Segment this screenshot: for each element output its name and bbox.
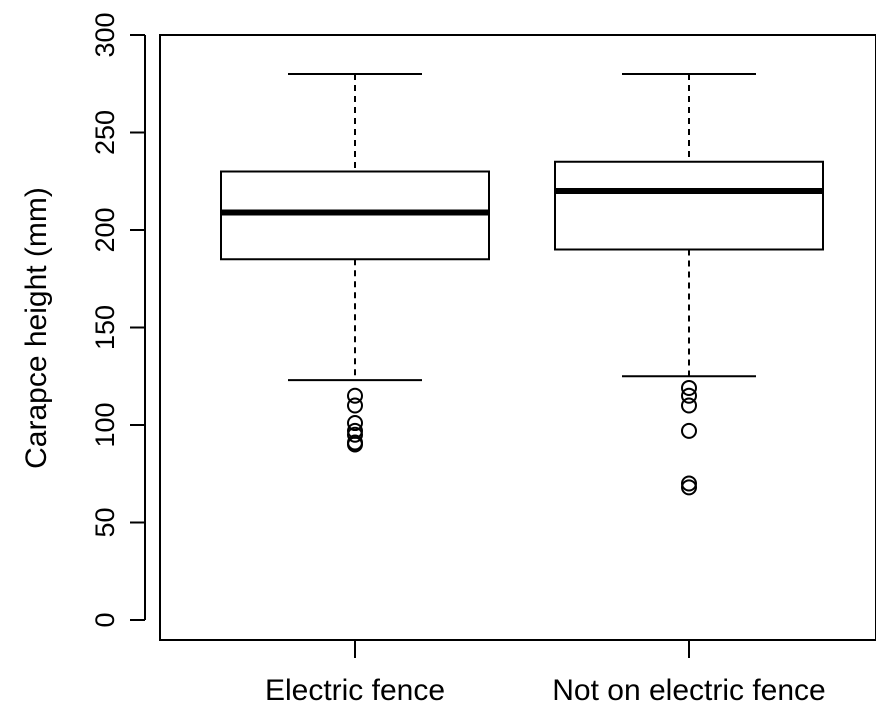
- y-tick-label: 150: [90, 305, 120, 350]
- outlier-point: [347, 426, 363, 443]
- outlier-point: [347, 397, 363, 414]
- x-axis: Electric fence Not on electric fence: [265, 640, 826, 707]
- outlier-point: [681, 387, 697, 404]
- y-tick-label: 0: [90, 612, 120, 627]
- x-tick-label: Electric fence: [265, 674, 445, 707]
- y-axis-title: Carapce height (mm): [20, 187, 53, 469]
- boxes-layer: [220, 73, 824, 496]
- outlier-point: [681, 475, 697, 492]
- outlier-point: [347, 436, 363, 453]
- outlier-point: [347, 387, 363, 404]
- y-tick-label: 100: [90, 402, 120, 447]
- y-axis: 0 50 100 150 200 250 300: [90, 12, 146, 628]
- outlier-point: [681, 479, 697, 496]
- box-group: [220, 73, 490, 453]
- y-tick-label: 200: [90, 207, 120, 252]
- outlier-point: [347, 415, 363, 432]
- y-tick-label: 250: [90, 110, 120, 155]
- iqr-box: [554, 160, 824, 251]
- y-tick-label: 300: [90, 12, 120, 57]
- plot-frame: [159, 34, 876, 641]
- x-tick-label: Not on electric fence: [552, 674, 825, 707]
- outlier-point: [681, 397, 697, 414]
- outlier-point: [681, 379, 697, 396]
- box-group: [554, 73, 824, 496]
- y-tick-label: 50: [90, 507, 120, 537]
- outlier-point: [681, 422, 697, 439]
